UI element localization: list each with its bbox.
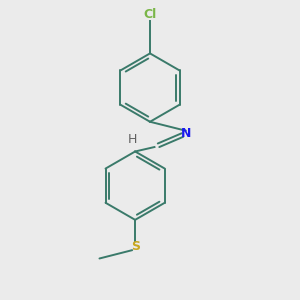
Text: N: N — [181, 127, 191, 140]
Text: Cl: Cl — [143, 8, 157, 21]
Text: S: S — [130, 240, 140, 253]
Text: H: H — [128, 133, 137, 146]
